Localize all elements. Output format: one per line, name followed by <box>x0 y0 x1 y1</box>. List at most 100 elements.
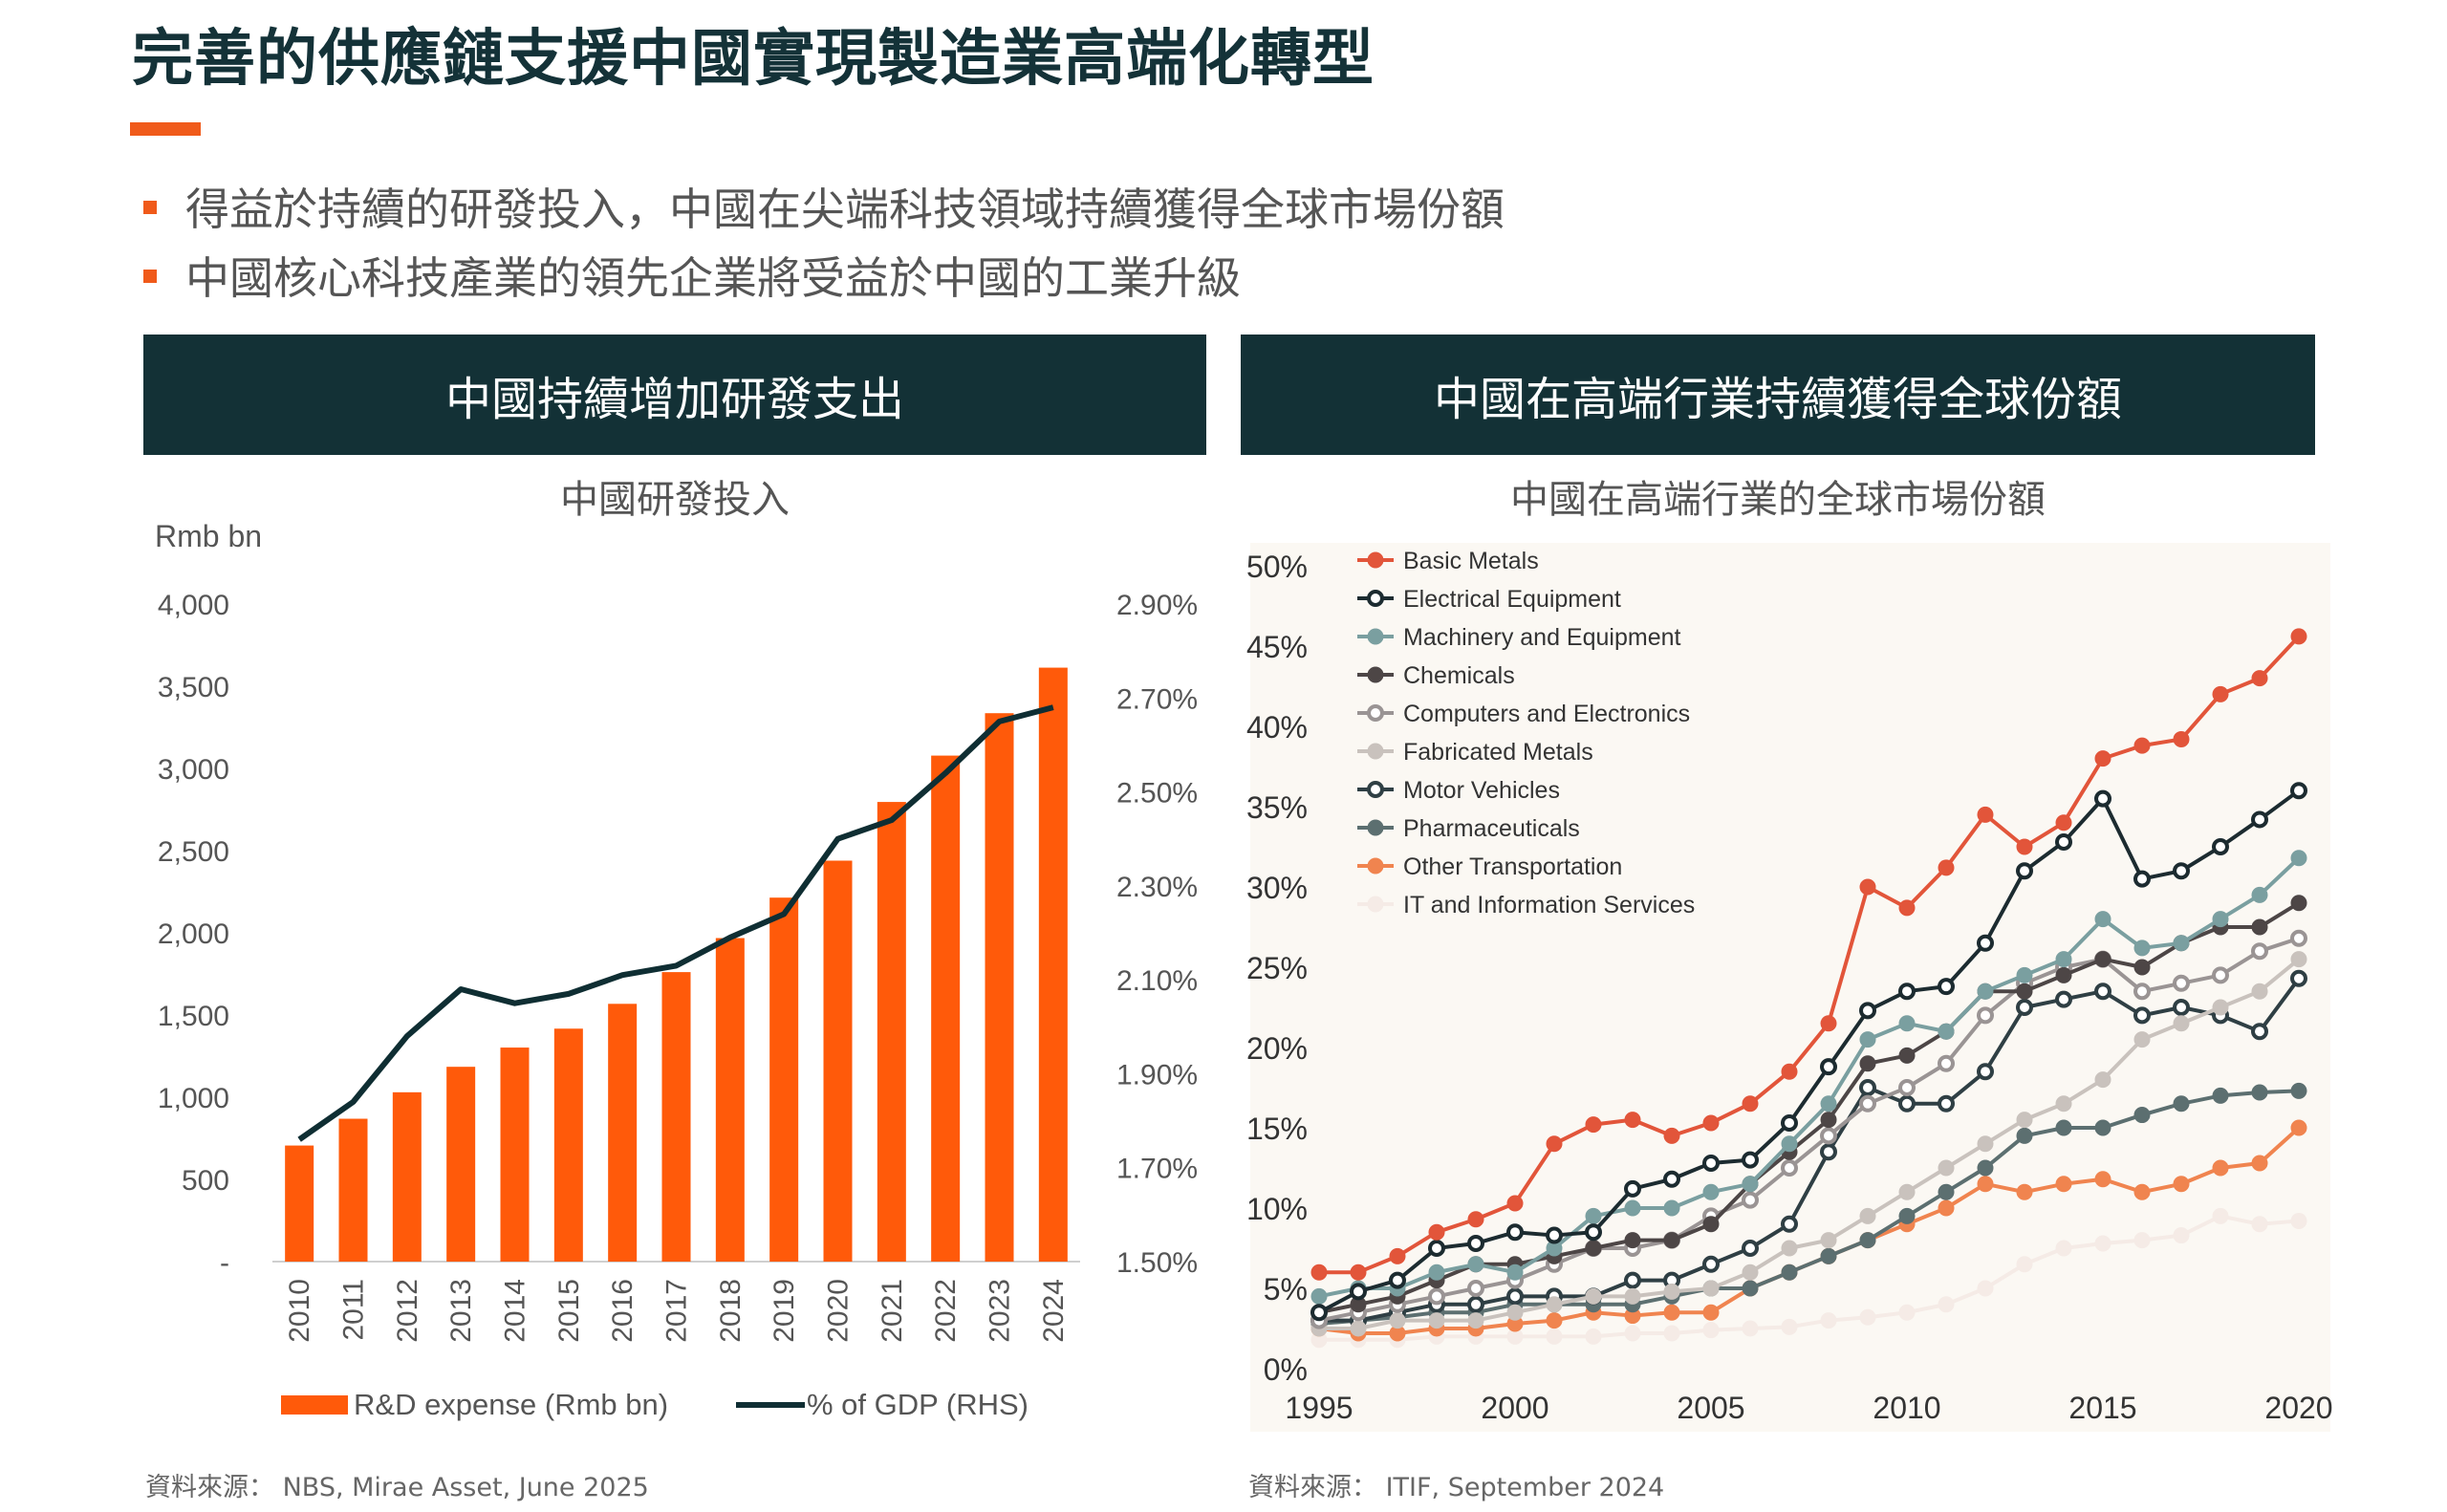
data-point <box>1624 1287 1641 1305</box>
data-point <box>2016 838 2033 855</box>
data-point <box>1546 1328 1563 1345</box>
data-point <box>2094 750 2111 767</box>
data-point <box>1938 1159 1955 1177</box>
data-point <box>1898 1207 1916 1224</box>
data-point <box>2251 1084 2268 1101</box>
data-point <box>1977 1280 1994 1297</box>
right-y-tick-label: 2.90% <box>1116 590 1198 621</box>
data-point <box>1546 1135 1563 1153</box>
data-point <box>1585 1240 1602 1257</box>
data-point <box>1663 1199 1680 1217</box>
y-tick-label: 50% <box>1246 550 1308 584</box>
data-point <box>1820 1312 1837 1329</box>
data-point <box>2016 1127 2033 1144</box>
data-point <box>1977 806 1994 823</box>
rd-expense-bar <box>823 860 853 1262</box>
data-point <box>1859 1031 1876 1048</box>
left-y-tick-label: 1,500 <box>158 1001 229 1032</box>
data-point <box>1781 1063 1798 1080</box>
x-tick-label: 2020 <box>2264 1391 2332 1425</box>
data-point <box>2055 990 2072 1008</box>
left-y-tick-label: 1,000 <box>158 1083 229 1114</box>
data-point <box>1938 1183 1955 1200</box>
rd-expense-bar <box>553 1028 583 1262</box>
data-point <box>1585 1328 1602 1345</box>
data-point <box>1663 1170 1680 1188</box>
data-point <box>2212 685 2229 702</box>
data-point <box>1898 899 1916 917</box>
data-point <box>1898 983 1916 1001</box>
rd-expense-bar <box>338 1118 368 1262</box>
data-point <box>1467 1280 1484 1297</box>
data-point <box>1663 1232 1680 1249</box>
series-electrical-equipment <box>1310 782 2307 1322</box>
data-point <box>1820 1232 1837 1249</box>
data-point <box>2251 1023 2268 1041</box>
data-point <box>2212 911 2229 928</box>
data-point <box>1898 1183 1916 1200</box>
data-point <box>2212 966 2229 984</box>
data-point <box>1938 1094 1955 1112</box>
data-point <box>1859 1002 1876 1020</box>
data-point <box>1859 1308 1876 1326</box>
data-point <box>2290 850 2307 867</box>
legend-marker <box>1367 628 1384 645</box>
data-point <box>1977 1063 1994 1081</box>
y-tick-label: 10% <box>1246 1192 1308 1226</box>
data-point <box>1898 1079 1916 1096</box>
data-point <box>1428 1312 1445 1329</box>
right-y-tick-label: 1.50% <box>1116 1247 1198 1279</box>
data-point <box>1310 1304 1328 1322</box>
y-axis-unit-label: Rmb bn <box>155 519 262 553</box>
x-tick-label: 2017 <box>661 1279 693 1343</box>
data-point <box>2173 1227 2190 1244</box>
data-point <box>2251 942 2268 961</box>
data-point <box>1938 1296 1955 1313</box>
data-point <box>1389 1247 1406 1264</box>
x-tick-label: 2013 <box>445 1279 477 1343</box>
data-point <box>2251 886 2268 903</box>
x-tick-label: 2014 <box>500 1279 531 1343</box>
legend-marker <box>1367 781 1384 798</box>
legend-label: Computers and Electronics <box>1403 701 1690 727</box>
data-point <box>1977 1159 1994 1177</box>
right-y-tick-label: 2.70% <box>1116 683 1198 715</box>
legend-label: Pharmaceuticals <box>1403 815 1580 842</box>
left-y-tick-label: 3,500 <box>158 672 229 703</box>
data-point <box>2173 730 2190 747</box>
legend-label: Electrical Equipment <box>1403 586 1621 613</box>
data-point <box>1467 1234 1484 1252</box>
data-point <box>1624 1325 1641 1342</box>
data-point <box>2016 1183 2033 1200</box>
data-point <box>1977 1006 1994 1025</box>
legend-label: Basic Metals <box>1403 548 1539 574</box>
data-point <box>1859 1079 1876 1096</box>
data-point <box>2290 782 2307 800</box>
x-tick-label: 2005 <box>1677 1391 1744 1425</box>
data-point <box>1977 983 1994 1000</box>
legend-label: Machinery and Equipment <box>1403 624 1680 651</box>
data-point <box>2133 940 2151 957</box>
data-point <box>2173 1095 2190 1112</box>
data-point <box>1624 1179 1641 1198</box>
data-point <box>2212 1207 2229 1224</box>
data-point <box>1859 1207 1876 1224</box>
data-point <box>2055 1119 2072 1136</box>
data-point <box>2133 1183 2151 1200</box>
data-point <box>1428 1240 1445 1257</box>
data-point <box>2055 966 2072 983</box>
data-point <box>1820 1127 1837 1145</box>
left-y-tick-label: 500 <box>182 1165 229 1197</box>
data-point <box>2016 999 2033 1016</box>
data-point <box>1781 1113 1798 1132</box>
x-tick-label: 2020 <box>823 1279 855 1343</box>
x-tick-label: 1995 <box>1285 1391 1353 1425</box>
data-point <box>2290 1212 2307 1229</box>
left-panel-header: 中國持續增加研發支出 <box>143 335 1206 455</box>
data-point <box>2094 1235 2111 1252</box>
data-point <box>1350 1283 1367 1301</box>
data-point <box>1310 1264 1328 1281</box>
right-y-tick-label: 2.30% <box>1116 872 1198 903</box>
bullet-square-icon <box>143 200 157 214</box>
right-chart-title: 中國在高端行業的全球市場份額 <box>1510 478 2046 522</box>
